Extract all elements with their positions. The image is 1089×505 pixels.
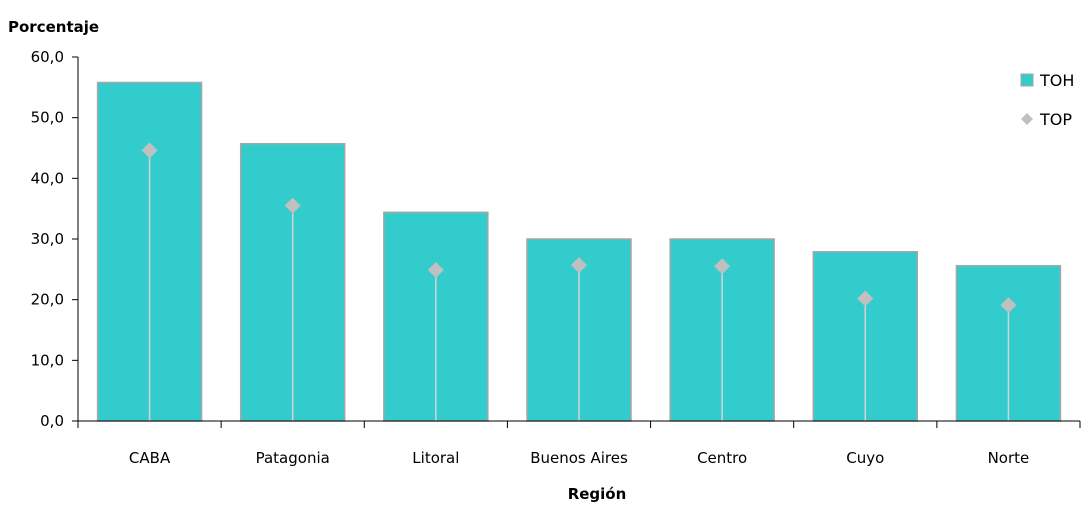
- x-tick-label: CABA: [129, 449, 171, 467]
- legend-swatch-toh: [1020, 73, 1034, 87]
- y-axis: 0,0 10,0 20,0 30,0 40,0 50,0 60,0: [31, 48, 79, 430]
- y-tick-label: 60,0: [31, 48, 64, 66]
- marker-top: [1000, 297, 1017, 314]
- markers-top: [141, 142, 1017, 314]
- y-axis-title: Porcentaje: [8, 18, 99, 36]
- legend-marker-top: [1021, 113, 1033, 125]
- x-axis: CABA Patagonia Litoral Buenos Aires Centro Cu…: [77, 420, 1081, 467]
- x-tick-label: Cuyo: [846, 449, 884, 467]
- marker-top: [571, 257, 587, 274]
- x-tick-label: Centro: [697, 449, 747, 467]
- y-tick-label: 10,0: [31, 351, 64, 369]
- y-tick-label: 0,0: [40, 412, 64, 430]
- x-tick-label: Patagonia: [256, 449, 330, 467]
- y-tick-label: 30,0: [31, 230, 64, 248]
- y-tick-label: 40,0: [31, 169, 64, 187]
- y-tick-label: 20,0: [31, 291, 64, 309]
- marker-top: [141, 142, 158, 159]
- x-axis-title: Región: [568, 485, 627, 503]
- x-tick-label: Buenos Aires: [530, 449, 628, 467]
- x-tick-label: Litoral: [412, 449, 459, 467]
- y-tick-label: 50,0: [31, 109, 64, 127]
- stems-top: [148, 150, 1010, 421]
- marker-top: [284, 197, 301, 214]
- legend: TOH TOP: [1020, 71, 1074, 129]
- legend-label-top: TOP: [1039, 110, 1072, 129]
- x-tick-label: Norte: [988, 449, 1030, 467]
- marker-top: [714, 258, 731, 275]
- marker-top: [857, 290, 874, 307]
- legend-label-toh: TOH: [1039, 71, 1074, 90]
- marker-top: [427, 261, 444, 278]
